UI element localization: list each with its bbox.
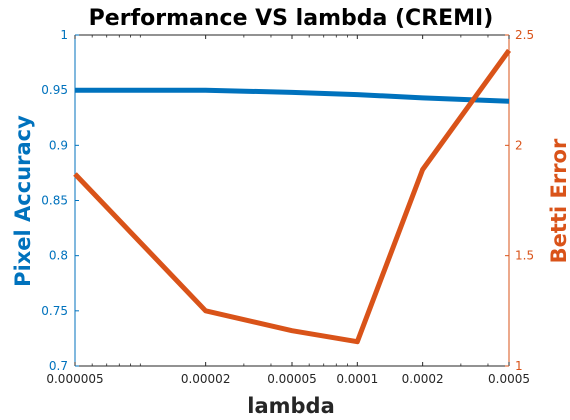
y-tick-label-left: 1	[60, 28, 68, 42]
axes	[74, 34, 510, 367]
y-tick-label-right: 1.5	[515, 249, 534, 263]
x-axis-label: lambda	[247, 394, 335, 418]
x-tick-label: 0.000005	[46, 372, 103, 386]
y-tick-label-left: 0.7	[49, 359, 68, 373]
y-tick-label-right: 2	[515, 138, 523, 152]
x-tick-label: 0.00005	[267, 372, 317, 386]
x-tick-label: 0.0005	[488, 372, 530, 386]
pixel-accuracy-line	[75, 87, 510, 104]
x-tick-label: 0.0001	[336, 372, 378, 386]
x-tick-label: 0.00002	[181, 372, 231, 386]
y-tick-label-left: 0.8	[49, 249, 68, 263]
y-axis-label-left: Pixel Accuracy	[11, 115, 35, 287]
y-tick-label-right: 2.5	[515, 28, 534, 42]
y-tick-label-left: 0.9	[49, 138, 68, 152]
y-tick-label-left: 0.75	[41, 304, 68, 318]
y-tick-label-left: 0.85	[41, 194, 68, 208]
y-tick-label-left: 0.95	[41, 83, 68, 97]
x-tick-label: 0.0002	[402, 372, 444, 386]
chart-title: Performance VS lambda (CREMI)	[89, 6, 494, 31]
y-axis-label-right: Betti Error	[547, 138, 570, 263]
betti-error-line	[73, 48, 512, 345]
series-group	[73, 48, 512, 345]
y-tick-label-right: 1	[515, 359, 523, 373]
tick-labels: 0.000005 0.00002 0.00005 0.0001 0.0002 0.0005…	[41, 28, 534, 386]
